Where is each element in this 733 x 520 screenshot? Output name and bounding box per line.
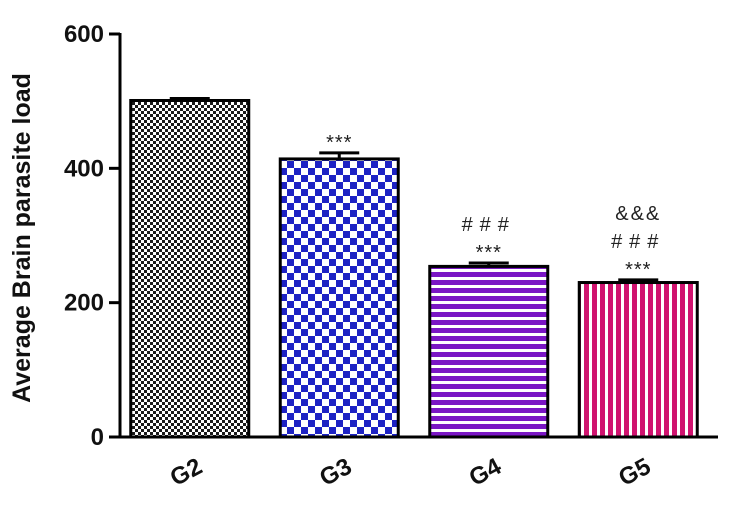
significance-mark: *** — [326, 132, 352, 154]
x-tick-label: G2 — [166, 453, 207, 492]
y-tick-label: 400 — [64, 155, 104, 182]
y-tick-label: 600 — [64, 21, 104, 48]
significance-mark: *** — [625, 259, 651, 281]
y-tick-label: 200 — [64, 290, 104, 317]
bars — [129, 96, 699, 439]
bar-g2 — [129, 98, 251, 439]
y-axis-ticks: 0 200 400 600 — [64, 21, 120, 451]
bar-g3 — [278, 157, 400, 439]
x-axis-ticks: G2 G3 G4 G5 — [166, 453, 655, 492]
y-tick-label: 0 — [91, 424, 104, 451]
y-axis-title: Average Brain parasite load — [8, 73, 36, 403]
bar-g4 — [428, 264, 550, 439]
significance-mark: ### — [611, 231, 665, 253]
significance-mark: &&& — [615, 203, 661, 225]
bar-g5 — [577, 281, 699, 439]
significance-mark: *** — [476, 242, 502, 264]
x-tick-label: G4 — [465, 453, 507, 492]
significance-mark: ### — [462, 214, 516, 236]
x-tick-label: G5 — [614, 453, 655, 492]
x-tick-label: G3 — [315, 453, 356, 492]
significance-annotations: *** ### *** &&& ### *** — [326, 132, 665, 281]
